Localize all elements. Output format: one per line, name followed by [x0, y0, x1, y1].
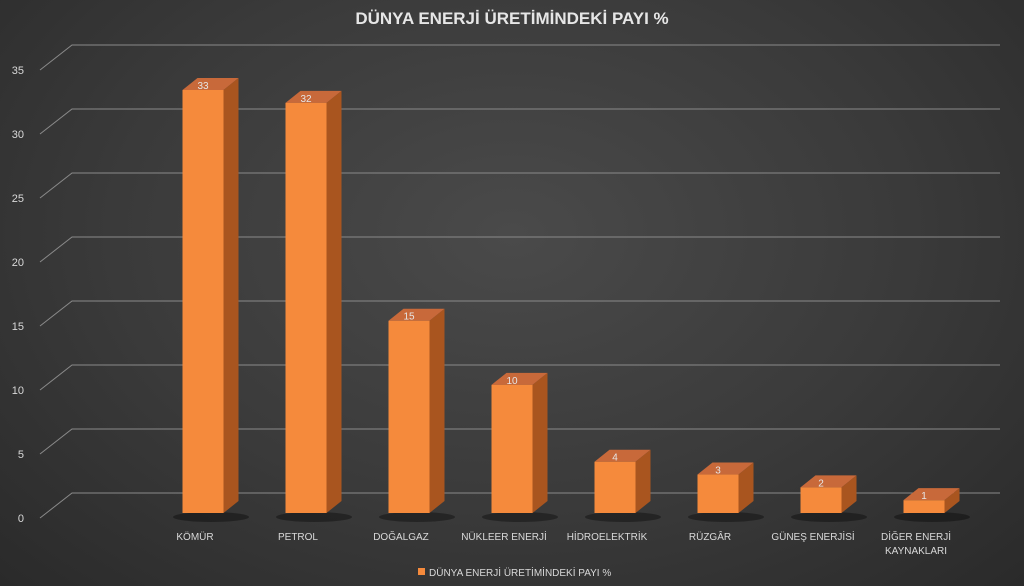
x-tick-label: PETROL [278, 532, 318, 543]
gridline [39, 364, 1000, 391]
x-tick-label: KÖMÜR [176, 531, 213, 543]
bar-top [800, 475, 857, 488]
bar-side [738, 462, 754, 513]
gridline [39, 492, 1000, 519]
bar [482, 372, 558, 522]
bar-shadow [173, 512, 249, 522]
bar-top [903, 488, 960, 501]
chart-title: DÜNYA ENERJİ ÜRETİMİNDEKİ PAYI % [355, 9, 668, 28]
bar-shadow [482, 512, 558, 522]
bar-top [388, 308, 445, 321]
bar-top [182, 78, 239, 90]
bar-front [285, 102, 327, 514]
bar-shadow [688, 512, 764, 522]
x-tick-label: HİDROELEKTRİK [567, 530, 648, 543]
bar-side [326, 90, 342, 514]
bar-front [697, 474, 739, 513]
bar-shadow [379, 512, 455, 522]
bar-side [841, 475, 857, 513]
data-label: 4 [612, 453, 618, 464]
legend-swatch [418, 568, 425, 575]
bar-side [532, 372, 548, 513]
bar [276, 90, 352, 522]
y-tick-label: 20 [12, 257, 24, 269]
bar-top [697, 462, 754, 475]
bar [894, 488, 970, 522]
bar-side [223, 78, 239, 513]
y-tick-label: 15 [12, 321, 24, 333]
bar-side [944, 488, 960, 513]
x-tick-label: NÜKLEER ENERJİ [461, 530, 547, 543]
y-tick-label: 25 [12, 193, 24, 205]
bar-side [429, 308, 445, 513]
data-label: 10 [506, 376, 518, 387]
bar-shadow [791, 512, 867, 522]
bar [173, 78, 249, 522]
bar-top [285, 90, 342, 103]
x-tick-label: DİĞER ENERJİ [881, 530, 951, 543]
y-tick-label: 10 [12, 385, 24, 397]
legend-label: DÜNYA ENERJİ ÜRETİMİNDEKİ PAYI % [429, 566, 611, 579]
bar-front [388, 320, 430, 513]
x-tick-label: DOĞALGAZ [373, 530, 429, 543]
bar-front [800, 487, 842, 513]
x-tick-label: GÜNEŞ ENERJİSİ [771, 530, 854, 543]
bar-side [635, 449, 651, 513]
bar [585, 449, 661, 522]
legend: DÜNYA ENERJİ ÜRETİMİNDEKİ PAYI % [418, 566, 611, 579]
gridline [39, 236, 1000, 263]
bar-shadow [276, 512, 352, 522]
bar-shadow [894, 512, 970, 522]
y-tick-label: 30 [12, 129, 24, 141]
y-tick-label: 5 [18, 449, 24, 461]
bar-front [594, 461, 636, 513]
gridline [39, 428, 1000, 455]
bar-top [594, 449, 651, 462]
bar-shadow [585, 512, 661, 522]
data-label: 2 [818, 478, 824, 489]
bar [791, 475, 867, 522]
gridline [39, 300, 1000, 327]
x-tick-label: KAYNAKLARI [885, 546, 947, 557]
x-tick-label: RÜZGÂR [689, 530, 731, 543]
bar-front [903, 500, 945, 513]
data-label: 33 [197, 81, 209, 92]
gridline [39, 108, 1000, 135]
bar [688, 462, 764, 522]
data-label: 15 [403, 312, 415, 323]
bar [379, 308, 455, 522]
y-tick-label: 35 [12, 65, 24, 77]
bar-top [491, 372, 548, 385]
y-tick-label: 0 [18, 513, 24, 525]
data-label: 3 [715, 466, 721, 477]
bar-front [182, 90, 224, 513]
gridline [39, 44, 1000, 71]
data-label: 32 [300, 94, 312, 105]
gridline [39, 172, 1000, 199]
data-label: 1 [921, 491, 927, 502]
bar-front [491, 384, 533, 513]
